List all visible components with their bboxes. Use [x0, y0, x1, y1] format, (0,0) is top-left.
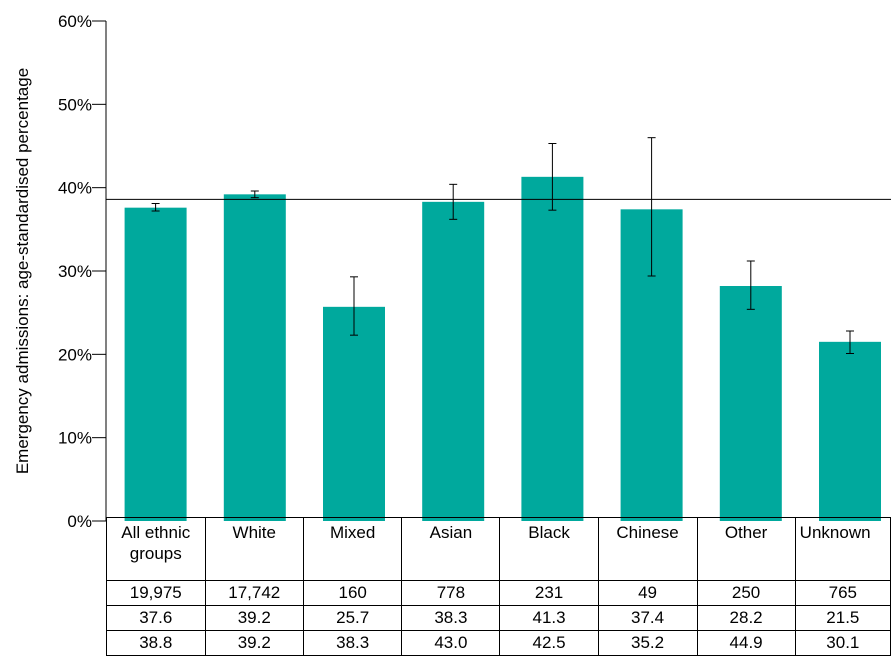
table-row: 37.6 39.2 25.7 38.3 41.3 37.4 28.2 21.5	[106, 605, 891, 631]
y-tick-label: 20%	[58, 345, 92, 364]
y-tick-label: 30%	[58, 262, 92, 281]
x-tick-label: Unknown	[794, 517, 891, 581]
table-cell: 28.2	[696, 605, 796, 631]
bar	[719, 286, 782, 521]
bars	[124, 176, 881, 522]
y-tick-label: 60%	[58, 12, 92, 31]
bar	[819, 341, 881, 521]
table-cell: 21.5	[794, 605, 891, 631]
table-cell: 49	[597, 580, 698, 606]
y-tick-label: 10%	[58, 429, 92, 448]
x-tick-label: Asian	[401, 517, 501, 581]
table-cell: 42.5	[499, 630, 599, 656]
data-table: All ethnic groups White Mixed Asian Black Chi…	[106, 517, 891, 656]
x-tick-label: Mixed	[303, 517, 403, 581]
table-cell: 38.3	[303, 630, 403, 656]
x-tick-label: Chinese	[597, 517, 698, 581]
table-row: 38.8 39.2 38.3 43.0 42.5 35.2 44.9 30.1	[106, 630, 891, 656]
table-cell: 43.0	[401, 630, 501, 656]
table-cell: 44.9	[696, 630, 796, 656]
y-axis: 0% 10% 20% 30% 40% 50% 60%	[58, 12, 107, 531]
bar	[223, 194, 286, 522]
table-cell: 160	[303, 580, 403, 606]
table-cell: 17,742	[204, 580, 305, 606]
table-cell: 41.3	[499, 605, 599, 631]
table-cell: 25.7	[303, 605, 403, 631]
y-axis-label: Emergency admissions: age-standardised p…	[13, 68, 32, 474]
bar	[422, 201, 485, 522]
y-tick-label: 0%	[67, 512, 92, 531]
table-cell: 231	[499, 580, 599, 606]
bar	[323, 306, 385, 521]
table-cell: 778	[401, 580, 501, 606]
table-cell: 37.4	[597, 605, 698, 631]
table-cell: 250	[696, 580, 796, 606]
table-cell: 35.2	[597, 630, 698, 656]
table-cell: 19,975	[106, 580, 206, 606]
table-cell: 38.8	[106, 630, 206, 656]
bar	[124, 207, 187, 521]
table-cell: 39.2	[204, 630, 305, 656]
table-row: 19,975 17,742 160 778 231 49 250 765	[106, 580, 891, 606]
table-cell: 39.2	[204, 605, 305, 631]
table-category-row: All ethnic groups White Mixed Asian Black Chi…	[106, 517, 891, 581]
x-tick-label: White	[204, 517, 305, 581]
x-tick-label: Black	[499, 517, 599, 581]
table-cell: 38.3	[401, 605, 501, 631]
y-tick-label: 40%	[58, 179, 92, 198]
table-cell: 30.1	[794, 630, 891, 656]
x-tick-label: All ethnic groups	[106, 517, 206, 581]
y-tick-label: 50%	[58, 95, 92, 114]
bar	[521, 176, 584, 522]
x-tick-label: Other	[696, 517, 796, 581]
table-cell: 37.6	[106, 605, 206, 631]
table-cell: 765	[794, 580, 891, 606]
